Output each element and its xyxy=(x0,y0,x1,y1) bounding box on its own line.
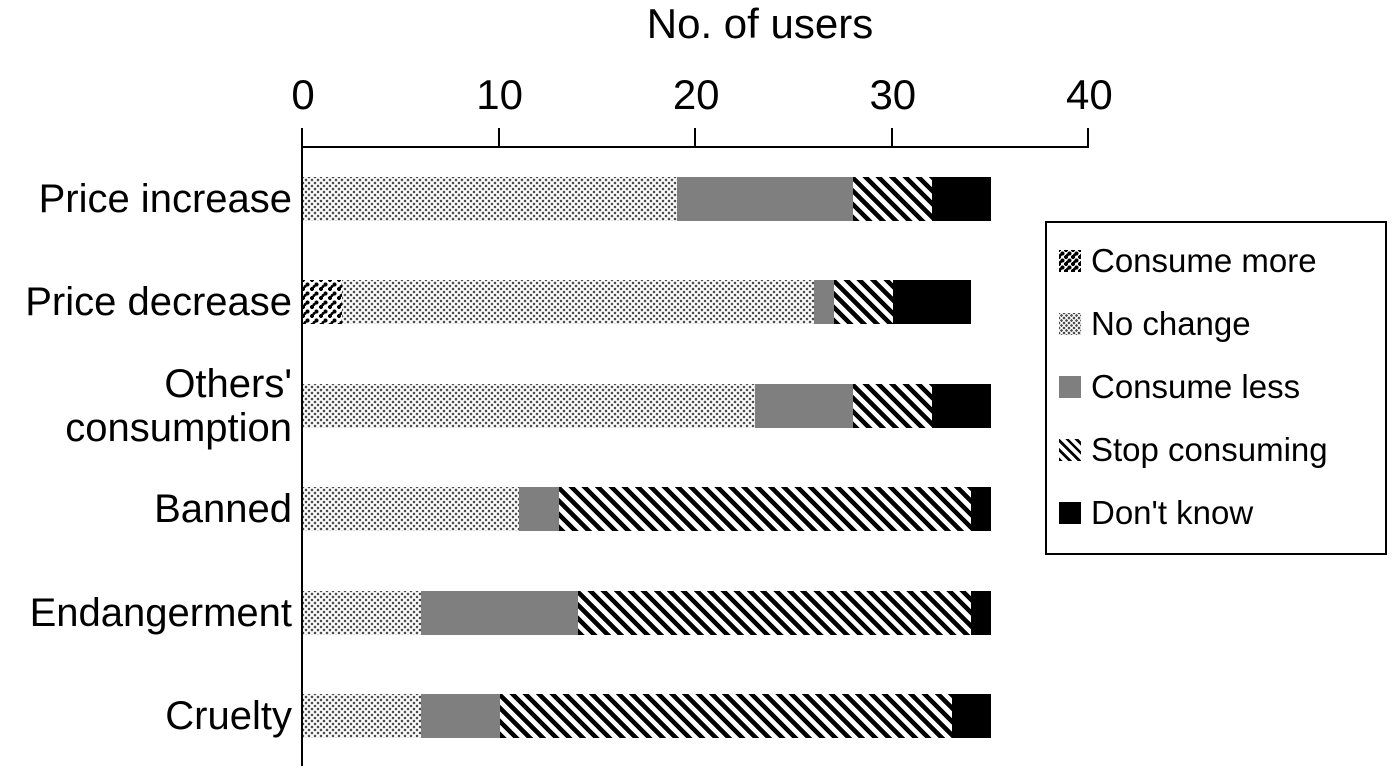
legend-item-consume-more: Consume more xyxy=(1047,229,1385,292)
chart-title: No. of users xyxy=(646,0,874,47)
bar-segment-consume-less xyxy=(420,694,500,738)
legend-swatch-don-t-know-icon xyxy=(1059,501,1081,524)
x-axis-line xyxy=(301,146,1090,148)
bar-segment-no-change xyxy=(303,383,756,428)
bar-row-price-decrease xyxy=(303,280,972,325)
x-axis-tick xyxy=(497,128,500,146)
bar-segment-stop-consuming xyxy=(853,177,933,221)
bar-segment-no-change xyxy=(342,280,815,325)
x-axis-tick-label: 0 xyxy=(291,71,315,118)
x-axis-tick-label: 30 xyxy=(869,71,917,118)
category-label-banned: Banned xyxy=(154,487,292,532)
legend-label: Don't know xyxy=(1091,494,1254,531)
bar-segment-consume-less xyxy=(676,177,854,221)
bar-segment-consume-less xyxy=(755,383,854,428)
bar-segment-no-change xyxy=(303,177,677,221)
category-label-endangerment: Endangerment xyxy=(29,590,292,635)
legend-swatch-consume-more-icon xyxy=(1059,249,1081,272)
bar-segment-don-t-know xyxy=(892,280,972,325)
x-axis-tick xyxy=(890,128,893,146)
x-axis-tick xyxy=(694,128,697,146)
bar-row-banned xyxy=(303,487,992,532)
category-label-price-decrease: Price decrease xyxy=(25,280,292,325)
legend-label: Consume more xyxy=(1091,242,1317,279)
bar-segment-stop-consuming xyxy=(499,694,952,738)
legend-label: Consume less xyxy=(1091,368,1301,405)
bar-segment-consume-less xyxy=(420,590,579,635)
category-label-others-consumption: Others' consumption xyxy=(65,361,292,450)
bar-segment-stop-consuming xyxy=(558,487,972,532)
bar-segment-don-t-know xyxy=(971,590,992,635)
bar-segment-no-change xyxy=(303,590,421,635)
bar-segment-don-t-know xyxy=(951,694,992,738)
bar-row-price-increase xyxy=(303,177,992,221)
bar-row-others-consumption xyxy=(303,383,992,428)
category-label-cruelty: Cruelty xyxy=(165,694,292,738)
bar-segment-consume-more xyxy=(303,280,343,325)
legend-item-stop-consuming: Stop consuming xyxy=(1047,418,1385,481)
legend-item-no-change: No change xyxy=(1047,292,1385,355)
legend-swatch-no-change-icon xyxy=(1059,312,1081,335)
category-label-price-increase: Price increase xyxy=(38,177,292,221)
bar-segment-don-t-know xyxy=(971,487,992,532)
bar-segment-stop-consuming xyxy=(833,280,893,325)
y-axis-line xyxy=(301,146,303,766)
legend-item-consume-less: Consume less xyxy=(1047,355,1385,418)
bar-segment-consume-less xyxy=(519,487,559,532)
legend-label: No change xyxy=(1091,305,1251,342)
bar-segment-consume-less xyxy=(814,280,834,325)
x-axis-tick-label: 20 xyxy=(672,71,720,118)
x-axis-tick xyxy=(301,128,303,146)
x-axis-tick-label: 10 xyxy=(476,71,523,118)
bar-segment-don-t-know xyxy=(932,383,992,428)
legend-label: Stop consuming xyxy=(1091,431,1328,468)
legend: Consume more No change Consume less Stop co… xyxy=(1045,221,1387,555)
bar-row-endangerment xyxy=(303,590,992,635)
bar-segment-no-change xyxy=(303,487,520,532)
bar-segment-no-change xyxy=(303,694,421,738)
x-axis-tick xyxy=(1087,128,1090,146)
bar-segment-stop-consuming xyxy=(578,590,972,635)
legend-swatch-stop-consuming-icon xyxy=(1059,438,1081,461)
bar-segment-stop-consuming xyxy=(853,383,933,428)
bar-segment-don-t-know xyxy=(932,177,992,221)
legend-swatch-consume-less-icon xyxy=(1059,375,1081,398)
legend-item-don-t-know: Don't know xyxy=(1047,481,1385,544)
x-axis-tick-label: 40 xyxy=(1066,71,1113,118)
bar-row-cruelty xyxy=(303,694,992,738)
